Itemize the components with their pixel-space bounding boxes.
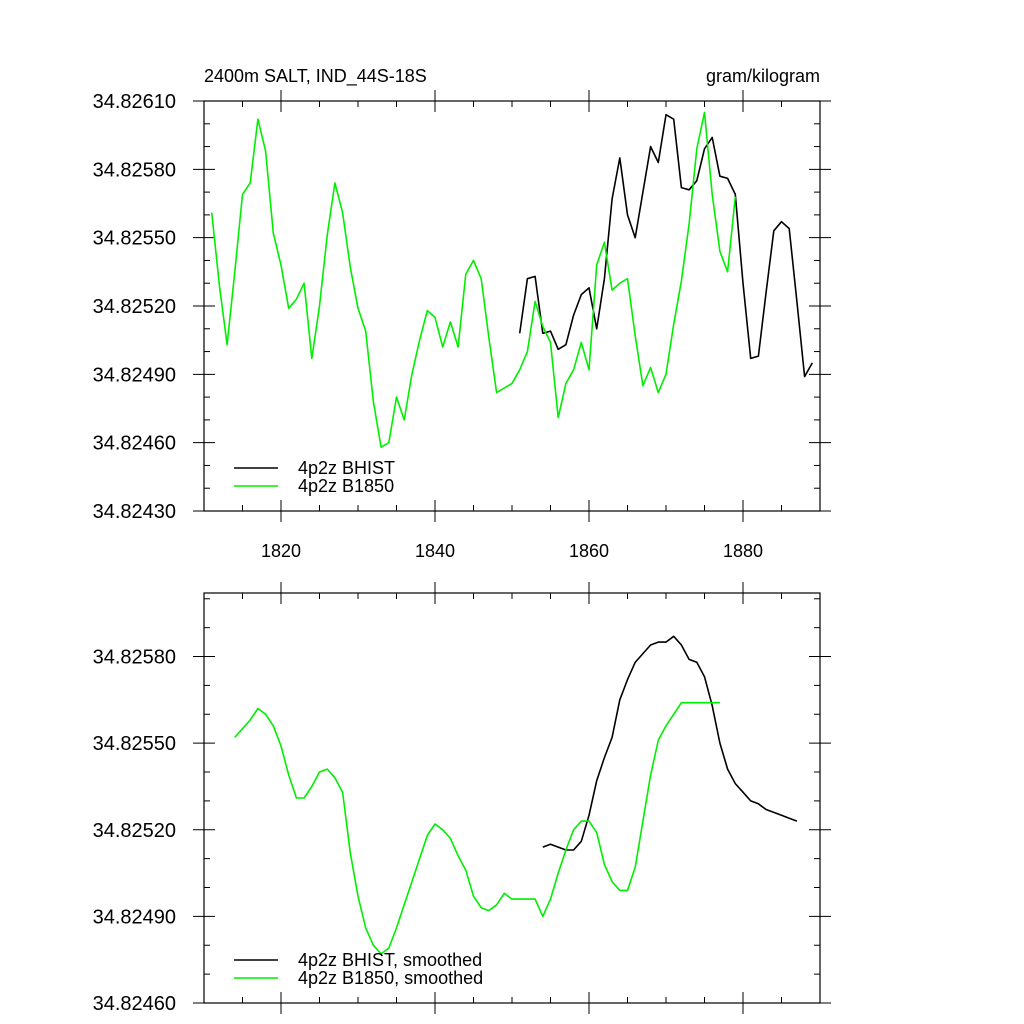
- legend-label: 4p2z BHIST, smoothed: [298, 950, 482, 970]
- series-line-bhist: [518, 113, 813, 378]
- y-tick-label: 34.82580: [93, 647, 176, 669]
- y-tick-label: 34.82580: [93, 159, 176, 181]
- chart-title: 2400m SALT, IND_44S-18S: [204, 66, 427, 87]
- x-tick-label: 1820: [261, 541, 301, 561]
- x-tick-label: 1860: [569, 541, 609, 561]
- y-tick-label: 34.82520: [93, 820, 176, 842]
- y-tick-label: 34.82550: [93, 228, 176, 250]
- y-tick-label: 34.82610: [93, 91, 176, 113]
- panel-1: 1820 1840 1860 1880 34.82430 34.82460 34.82490…: [93, 66, 831, 561]
- panel-2: 34.82460 34.82490 34.82520 34.82550 34.82580…: [93, 582, 831, 1015]
- series-line-b1850: [234, 701, 720, 955]
- units-label: gram/kilogram: [706, 66, 820, 86]
- y-tick-label: 34.82490: [93, 906, 176, 928]
- legend-label: 4p2z BHIST: [298, 458, 395, 478]
- legend-label: 4p2z B1850: [298, 476, 394, 496]
- legend-label: 4p2z B1850, smoothed: [298, 968, 483, 988]
- series-line-b1850: [210, 111, 737, 449]
- x-tick-label: 1840: [415, 541, 455, 561]
- y-tick-label: 34.82520: [93, 296, 176, 318]
- y-tick-label: 34.82430: [93, 501, 176, 523]
- y-tick-label: 34.82460: [93, 433, 176, 455]
- x-tick-label: 1880: [723, 541, 763, 561]
- y-tick-label: 34.82460: [93, 993, 176, 1015]
- plot-frame: [203, 100, 821, 512]
- y-tick-label: 34.82490: [93, 364, 176, 386]
- series-line-bhist: [542, 635, 798, 851]
- y-tick-label: 34.82550: [93, 733, 176, 755]
